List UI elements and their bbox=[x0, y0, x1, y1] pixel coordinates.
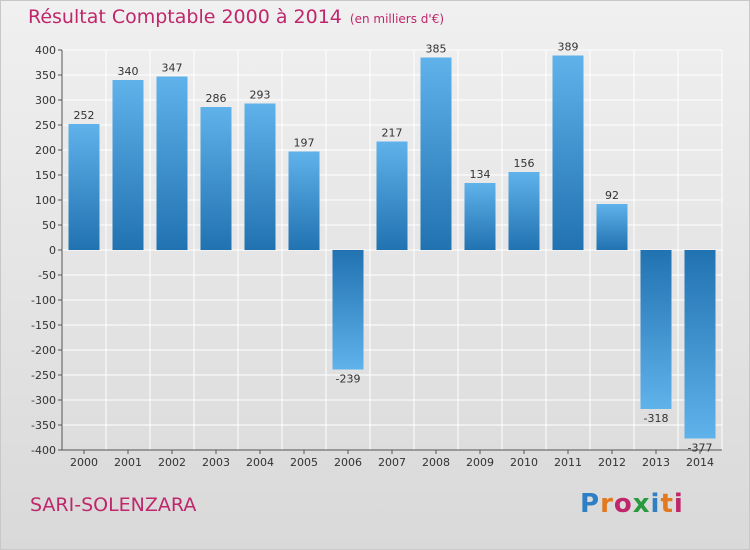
y-tick-label: 300 bbox=[35, 94, 56, 107]
bar-2007 bbox=[376, 141, 408, 250]
bar-2008 bbox=[420, 57, 452, 250]
y-tick-label: -150 bbox=[31, 319, 56, 332]
x-tick-label: 2007 bbox=[378, 456, 406, 469]
x-tick-label: 2000 bbox=[70, 456, 98, 469]
value-label: 293 bbox=[250, 89, 271, 102]
bar-2004 bbox=[244, 103, 276, 250]
x-tick-label: 2009 bbox=[466, 456, 494, 469]
y-tick-label: -200 bbox=[31, 344, 56, 357]
x-tick-label: 2003 bbox=[202, 456, 230, 469]
y-tick-label: -250 bbox=[31, 369, 56, 382]
bar-2009 bbox=[464, 183, 496, 250]
x-tick-label: 2010 bbox=[510, 456, 538, 469]
axes bbox=[58, 49, 722, 454]
brand-letter: i bbox=[650, 489, 661, 519]
bar-2002 bbox=[156, 76, 188, 250]
y-tick-label: -400 bbox=[31, 444, 56, 457]
value-label: 134 bbox=[470, 168, 491, 181]
brand-logo: Proxiti bbox=[580, 489, 684, 519]
value-label: -318 bbox=[644, 412, 669, 425]
y-tick-label: -350 bbox=[31, 419, 56, 432]
chart-title-text: Résultat Comptable 2000 à 2014 bbox=[28, 6, 342, 28]
x-tick-label: 2002 bbox=[158, 456, 186, 469]
value-label: 197 bbox=[294, 137, 315, 150]
bar-2010 bbox=[508, 172, 540, 250]
brand-letter: i bbox=[673, 489, 684, 519]
bar-2011 bbox=[552, 55, 584, 250]
value-label: 385 bbox=[426, 43, 447, 56]
x-tick-label: 2001 bbox=[114, 456, 142, 469]
x-tick-label: 2013 bbox=[642, 456, 670, 469]
brand-letter: t bbox=[660, 489, 674, 519]
x-tick-label: 2005 bbox=[290, 456, 318, 469]
region-name: SARI-SOLENZARA bbox=[30, 494, 197, 516]
brand-letter: r bbox=[600, 489, 614, 519]
value-label: 347 bbox=[162, 62, 183, 75]
bar-2003 bbox=[200, 107, 232, 250]
y-tick-label: 200 bbox=[35, 144, 56, 157]
value-label: 156 bbox=[514, 157, 535, 170]
bar-2006 bbox=[332, 250, 364, 370]
bar-2012 bbox=[596, 204, 628, 250]
chart-title: Résultat Comptable 2000 à 2014 (en millie… bbox=[28, 6, 444, 28]
bar-2005 bbox=[288, 151, 320, 250]
brand-letter: P bbox=[580, 489, 601, 519]
y-tick-label: 150 bbox=[35, 169, 56, 182]
y-tick-label: -300 bbox=[31, 394, 56, 407]
y-tick-label: 400 bbox=[35, 44, 56, 57]
bar-2001 bbox=[112, 80, 144, 250]
value-label: -239 bbox=[336, 373, 361, 386]
x-tick-label: 2014 bbox=[686, 456, 714, 469]
bar-2014 bbox=[684, 250, 716, 439]
x-tick-label: 2008 bbox=[422, 456, 450, 469]
bar-2013 bbox=[640, 250, 672, 409]
y-tick-label: 350 bbox=[35, 69, 56, 82]
value-label: 340 bbox=[118, 65, 139, 78]
x-tick-label: 2004 bbox=[246, 456, 274, 469]
y-tick-label: 100 bbox=[35, 194, 56, 207]
x-tick-label: 2011 bbox=[554, 456, 582, 469]
y-tick-label: 250 bbox=[35, 119, 56, 132]
y-tick-label: -50 bbox=[38, 269, 56, 282]
value-label: -377 bbox=[688, 442, 713, 455]
chart-subtitle: (en milliers d'€) bbox=[349, 12, 445, 26]
bars bbox=[68, 55, 716, 439]
bar-2000 bbox=[68, 124, 100, 250]
value-label: 286 bbox=[206, 92, 227, 105]
value-label: 252 bbox=[74, 109, 95, 122]
brand-letter: x bbox=[632, 489, 651, 519]
y-tick-label: -100 bbox=[31, 294, 56, 307]
value-label: 389 bbox=[558, 41, 579, 54]
value-label: 92 bbox=[605, 189, 619, 202]
brand-letter: o bbox=[613, 489, 633, 519]
x-tick-label: 2012 bbox=[598, 456, 626, 469]
labels: 400 350 300 250 200 150 100 50 0 -50 -100 -150 -200 -… bbox=[31, 41, 714, 470]
value-label: 217 bbox=[382, 127, 403, 140]
x-tick-label: 2006 bbox=[334, 456, 362, 469]
y-tick-label: 0 bbox=[49, 244, 56, 257]
y-tick-label: 50 bbox=[42, 219, 56, 232]
